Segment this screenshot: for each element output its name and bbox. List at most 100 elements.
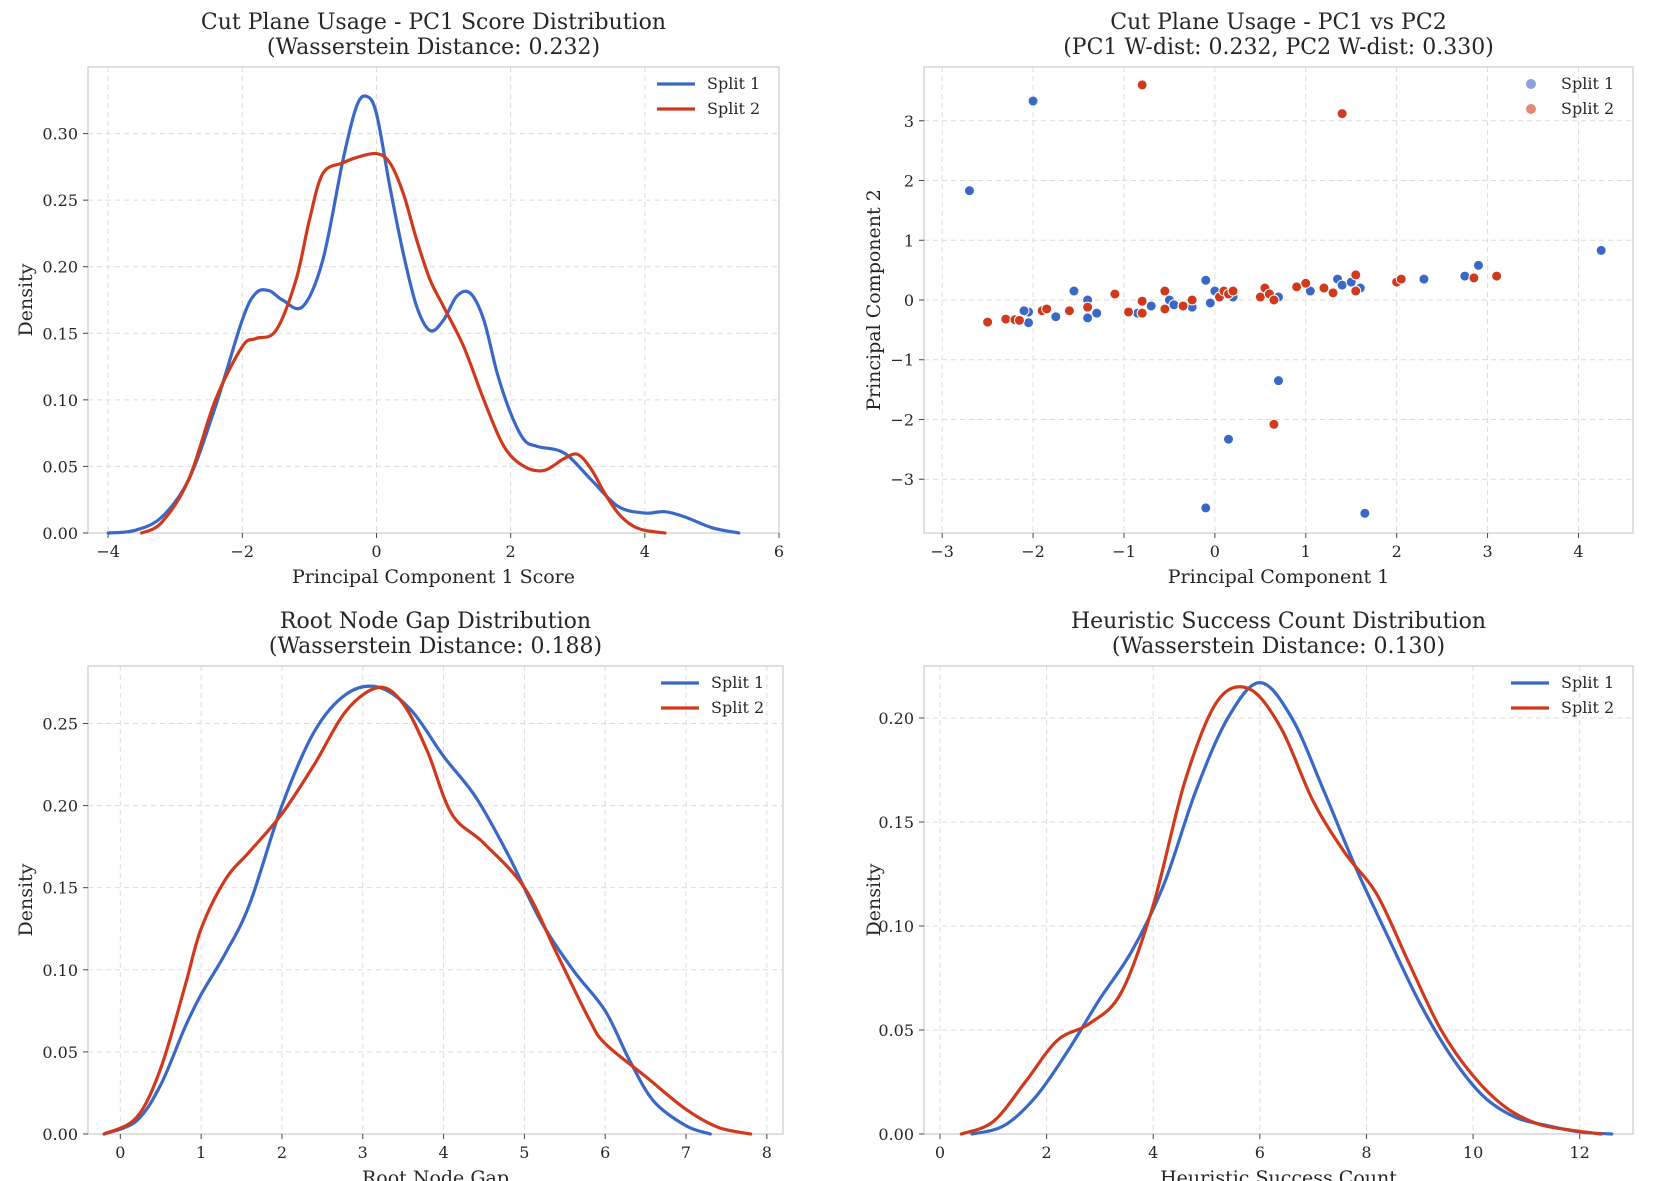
x-tick-label: 6 [774, 542, 784, 561]
plot-frame [87, 665, 784, 1135]
scatter-point-2 [1327, 287, 1339, 299]
scatter-point-1 [1023, 317, 1035, 329]
y-tick-label: 0.05 [42, 457, 78, 476]
y-tick-label: 0.15 [42, 324, 78, 343]
scatter-point-2 [1254, 291, 1266, 303]
y-tick-label: 1 [904, 231, 914, 250]
scatter-point-1 [1200, 502, 1212, 514]
scatter-point-2 [1491, 270, 1503, 282]
x-tick-label: −1 [1112, 542, 1136, 561]
panel-pc1: −4 −2 0 2 4 6 0.00 0.05 0.10 0.15 0.20 0.25 0.30 Prin… [15, 10, 784, 588]
chart-title-line: (Wasserstein Distance: 0.130) [1112, 634, 1445, 659]
x-tick-label: 0 [115, 1143, 125, 1162]
y-tick-label: 0.20 [42, 258, 78, 277]
plot-frame [87, 66, 780, 534]
scatter-point-1 [1091, 307, 1103, 319]
y-tick-label: 0.00 [878, 1125, 914, 1144]
scatter-point-2 [1159, 285, 1171, 297]
x-tick-label: 6 [1255, 1143, 1265, 1162]
x-tick-label: −2 [1021, 542, 1045, 561]
series-line-1 [102, 684, 712, 1136]
panel-heuristic: 0 2 4 6 8 10 12 0.00 0.05 0.10 0.15 0.20 Heuristic S… [863, 609, 1634, 1181]
series-line-2 [140, 151, 667, 535]
scatter-point-2 [1136, 79, 1148, 91]
scatter-point-1 [1223, 433, 1235, 445]
y-axis-label: Density [15, 863, 37, 936]
y-tick-label: 0.25 [42, 191, 78, 210]
chart-title-line: (Wasserstein Distance: 0.188) [269, 634, 602, 659]
y-tick-label: 0.30 [42, 125, 78, 144]
y-tick-label: 0.00 [42, 1125, 78, 1144]
x-tick-label: −4 [96, 542, 120, 561]
scatter-point-1 [963, 185, 975, 197]
scatter-point-2 [982, 316, 994, 328]
y-tick-label: −1 [890, 351, 914, 370]
y-tick-label: 2 [904, 172, 914, 191]
legend: Split 1 Split 2 [1511, 673, 1614, 717]
scatter-point-1 [1336, 279, 1348, 291]
y-tick-label: 0.00 [42, 524, 78, 543]
y-tick-label: 0 [904, 291, 914, 310]
x-tick-label: 3 [358, 1143, 368, 1162]
legend-label-1: Split 1 [707, 74, 760, 93]
scatter-point-2 [1291, 281, 1303, 293]
x-tick-label: 4 [1148, 1143, 1158, 1162]
legend: Split 1 Split 2 [657, 74, 760, 118]
y-tick-label: 0.05 [42, 1043, 78, 1062]
x-tick-label: 2 [1392, 542, 1402, 561]
series-line-1 [106, 94, 741, 535]
y-tick-label: −3 [890, 470, 914, 489]
scatter-point-1 [1273, 375, 1284, 387]
scatter-point-1 [1204, 297, 1216, 309]
x-tick-label: 0 [935, 1143, 945, 1162]
y-tick-label: 0.25 [42, 714, 78, 733]
x-tick-label: 12 [1570, 1143, 1590, 1162]
x-axis-label: Heuristic Success Count [1160, 1167, 1397, 1181]
x-tick-label: 5 [519, 1143, 529, 1162]
legend-label-2: Split 2 [711, 698, 764, 717]
scatter-point-1 [1050, 311, 1062, 323]
panel-rootgap: 0 1 2 3 4 5 6 7 8 0.00 0.05 0.10 0.15 0.20 0.25 Root No… [15, 609, 784, 1181]
x-axis-label: Principal Component 1 [1168, 566, 1390, 588]
x-axis-label: Principal Component 1 Score [292, 566, 575, 588]
x-tick-label: 0 [1210, 542, 1220, 561]
legend-label-2: Split 2 [1561, 698, 1614, 717]
scatter-point-1 [1027, 95, 1039, 107]
scatter-point-1 [1068, 285, 1080, 297]
scatter-point-2 [1186, 294, 1198, 306]
y-tick-label: 0.05 [878, 1021, 914, 1040]
x-tick-label: 8 [1361, 1143, 1371, 1162]
plot-frame [923, 665, 1634, 1135]
legend: Split 1 Split 2 [1526, 74, 1614, 118]
y-tick-label: 0.10 [42, 391, 78, 410]
scatter-point-1 [1595, 244, 1607, 256]
x-tick-label: 1 [196, 1143, 206, 1162]
scatter-point-2 [1082, 301, 1094, 313]
x-tick-label: 2 [506, 542, 516, 561]
scatter-point-2 [1300, 277, 1312, 289]
y-axis-label: Principal Component 2 [863, 189, 885, 411]
scatter-point-2 [1227, 285, 1239, 297]
scatter-point-2 [1159, 303, 1171, 315]
chart-title-line: Heuristic Success Count Distribution [1071, 609, 1486, 634]
series-line-2 [102, 685, 753, 1136]
y-tick-label: 0.15 [42, 879, 78, 898]
scatter-point-1 [1200, 274, 1212, 286]
scatter-point-2 [1109, 288, 1121, 300]
chart-title-line: (PC1 W-dist: 0.232, PC2 W-dist: 0.330) [1063, 35, 1494, 60]
x-tick-label: 3 [1482, 542, 1492, 561]
scatter-point-2 [1041, 303, 1053, 315]
scatter-point-2 [1177, 300, 1189, 312]
legend-label-1: Split 1 [1561, 673, 1614, 692]
y-tick-label: 0.20 [878, 709, 914, 728]
x-tick-label: −2 [231, 542, 255, 561]
legend-label-2: Split 2 [1561, 99, 1614, 118]
x-tick-label: 0 [371, 542, 381, 561]
scatter-point-1 [1418, 273, 1430, 285]
y-tick-label: 3 [904, 112, 914, 131]
chart-title-line: Cut Plane Usage - PC1 vs PC2 [1110, 10, 1446, 35]
scatter-point-2 [1268, 294, 1280, 306]
x-tick-label: 6 [600, 1143, 610, 1162]
scatter-point-2 [1136, 295, 1148, 307]
